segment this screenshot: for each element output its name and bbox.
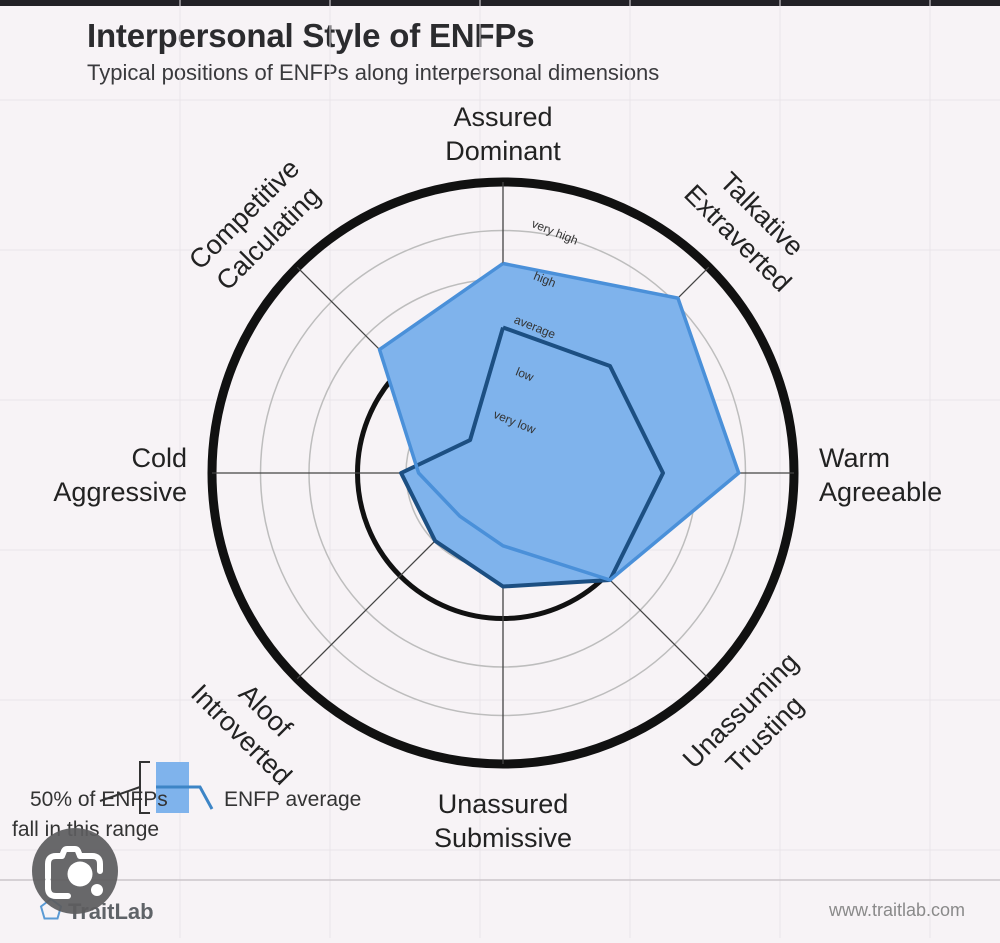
svg-text:Warm: Warm <box>819 443 890 473</box>
svg-text:Dominant: Dominant <box>445 136 561 166</box>
svg-text:www.traitlab.com: www.traitlab.com <box>828 900 965 920</box>
svg-text:very high: very high <box>530 216 580 247</box>
svg-text:Aggressive: Aggressive <box>53 477 187 507</box>
svg-text:Cold: Cold <box>131 443 187 473</box>
svg-text:Assured: Assured <box>453 102 552 132</box>
svg-text:ENFP average: ENFP average <box>224 788 361 811</box>
svg-text:Agreeable: Agreeable <box>819 477 942 507</box>
svg-text:50% of ENFPs: 50% of ENFPs <box>30 788 168 811</box>
svg-text:Unassured: Unassured <box>438 789 569 819</box>
svg-text:Submissive: Submissive <box>434 823 572 853</box>
